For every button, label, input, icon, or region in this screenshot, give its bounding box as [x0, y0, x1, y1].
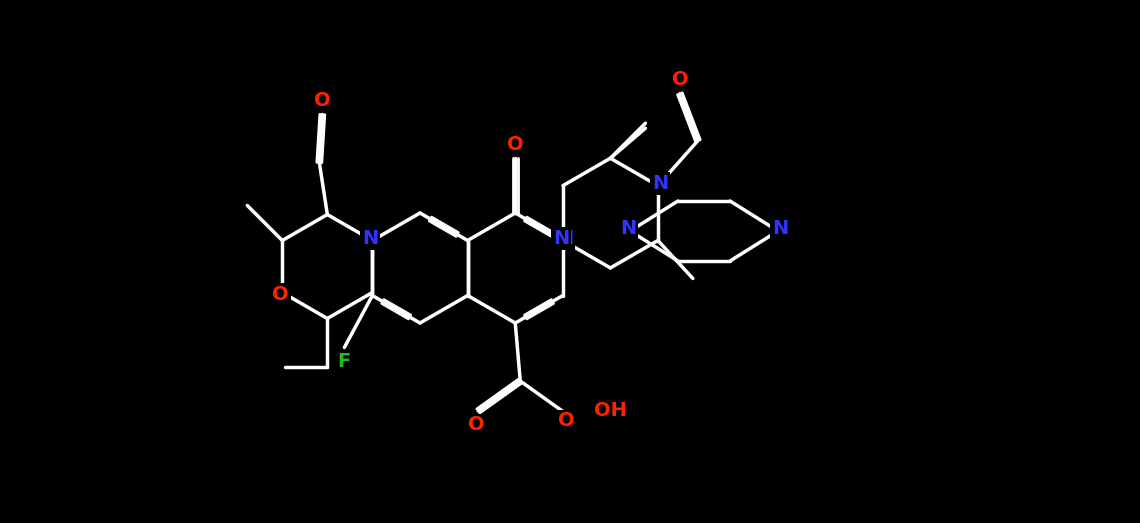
- Text: N: N: [553, 229, 569, 248]
- Text: O: O: [272, 285, 288, 304]
- Text: O: O: [314, 91, 331, 110]
- Text: O: O: [557, 412, 575, 430]
- Text: N: N: [556, 229, 573, 248]
- Text: N: N: [652, 174, 668, 193]
- Text: N: N: [363, 229, 378, 248]
- Text: O: O: [671, 70, 689, 89]
- Text: N: N: [363, 229, 378, 248]
- Text: N: N: [620, 220, 636, 238]
- Text: OH: OH: [594, 402, 627, 420]
- Text: O: O: [467, 415, 484, 435]
- Text: F: F: [337, 352, 351, 371]
- Text: O: O: [507, 134, 523, 153]
- Text: N: N: [772, 220, 788, 238]
